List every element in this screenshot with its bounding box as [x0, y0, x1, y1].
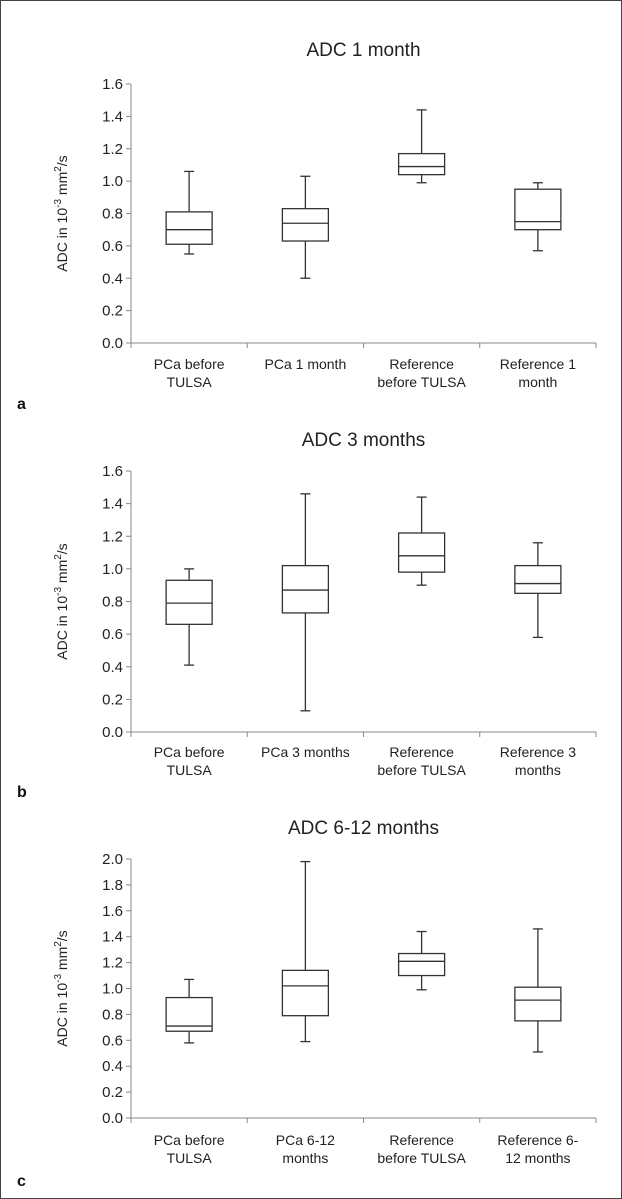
panel-b-y-tick-label: 0.0 [102, 724, 123, 741]
panel-a-box [514, 188, 562, 231]
panel-c-category-label: 12 months [505, 1150, 570, 1166]
panel-b-box [165, 579, 213, 625]
panel-b-y-tick-label: 0.4 [102, 659, 123, 676]
panel-b-y-axis-label: ADC in 10-3 mm2/s [53, 543, 70, 659]
panel-b-category-label: PCa 3 months [261, 744, 350, 760]
panel-c-y-tick-label: 0.8 [102, 1006, 123, 1023]
panel-a-y-axis-label: ADC in 10-3 mm2/s [53, 155, 70, 271]
panel-a-y-tick-label: 1.4 [102, 108, 123, 125]
panel-c-title: ADC 6-12 months [288, 818, 439, 839]
panel-b-y-tick-label: 1.6 [102, 463, 123, 480]
panel-a-y-tick-label: 0.2 [102, 303, 123, 320]
panel-c-y-tick-label: 1.2 [102, 955, 123, 972]
panel-b-box [397, 532, 446, 573]
panel-c-box [514, 986, 562, 1022]
panel-c-y-tick-label: 0.4 [102, 1058, 123, 1075]
panel-c-category-label: PCa 6-12 [276, 1132, 335, 1148]
panel-a-category-label: before TULSA [377, 374, 466, 390]
panel-a-y-tick-label: 0.4 [102, 270, 123, 287]
panel-c-letter: c [17, 1173, 26, 1190]
panel-c-box [397, 952, 446, 977]
panel-c-y-tick-label: 0.0 [102, 1110, 123, 1127]
panel-c-category-label: months [282, 1150, 328, 1166]
panel-b-y-tick-label: 1.4 [102, 496, 123, 513]
panel-b-category-label: months [515, 762, 561, 778]
panel-c-y-tick-label: 2.0 [102, 851, 123, 868]
panel-c-category-label: Reference [389, 1132, 454, 1148]
panel-a-category-label: PCa before [154, 356, 225, 372]
panel-c-y-tick-label: 0.6 [102, 1032, 123, 1049]
panel-b-category-label: Reference 3 [500, 744, 576, 760]
panel-b-category-label: Reference [389, 744, 454, 760]
panel-a-box [397, 152, 446, 176]
panel-a-category-label: Reference [389, 356, 454, 372]
panel-b-title: ADC 3 months [302, 430, 426, 451]
panel-c-y-tick-label: 1.8 [102, 877, 123, 894]
panel-c-category-label: PCa before [154, 1132, 225, 1148]
panel-b-box [281, 564, 330, 614]
panel-c-y-axis-label: ADC in 10-3 mm2/s [53, 930, 70, 1046]
panel-c-y-tick-label: 1.6 [102, 903, 123, 920]
panel-c-box [281, 969, 330, 1017]
panel-a-y-tick-label: 1.2 [102, 141, 123, 158]
panel-b-category-label: PCa before [154, 744, 225, 760]
panel-c-y-tick-label: 1.4 [102, 929, 123, 946]
panel-a-category-label: Reference 1 [500, 356, 576, 372]
panel-a-category-label: TULSA [167, 374, 213, 390]
panel-b-y-tick-label: 1.2 [102, 528, 123, 545]
panel-a-category-label: month [518, 374, 557, 390]
panel-a-box [165, 211, 213, 245]
panel-b-category-label: before TULSA [377, 762, 466, 778]
panel-c-category-label: TULSA [167, 1150, 213, 1166]
panel-b-y-tick-label: 1.0 [102, 561, 123, 578]
panel-a-y-tick-label: 0.6 [102, 238, 123, 255]
panel-a-y-tick-label: 0.8 [102, 206, 123, 223]
panel-a-category-label: PCa 1 month [265, 356, 347, 372]
panel-b-letter: b [17, 784, 27, 801]
panel-a-y-tick-label: 0.0 [102, 335, 123, 352]
panel-a-letter: a [17, 396, 26, 413]
panel-b-category-label: TULSA [167, 762, 213, 778]
panel-b-y-tick-label: 0.2 [102, 691, 123, 708]
panel-b-y-tick-label: 0.8 [102, 594, 123, 611]
panel-a-y-tick-label: 1.6 [102, 76, 123, 93]
panel-a-title: ADC 1 month [306, 40, 420, 61]
panel-a-box [281, 207, 330, 242]
panel-c-category-label: Reference 6- [497, 1132, 578, 1148]
panel-c-category-label: before TULSA [377, 1150, 466, 1166]
panel-b-box [514, 564, 562, 594]
panel-b-y-tick-label: 0.6 [102, 626, 123, 643]
panel-a-y-tick-label: 1.0 [102, 173, 123, 190]
panel-c-y-tick-label: 0.2 [102, 1084, 123, 1101]
panel-c-y-tick-label: 1.0 [102, 981, 123, 998]
